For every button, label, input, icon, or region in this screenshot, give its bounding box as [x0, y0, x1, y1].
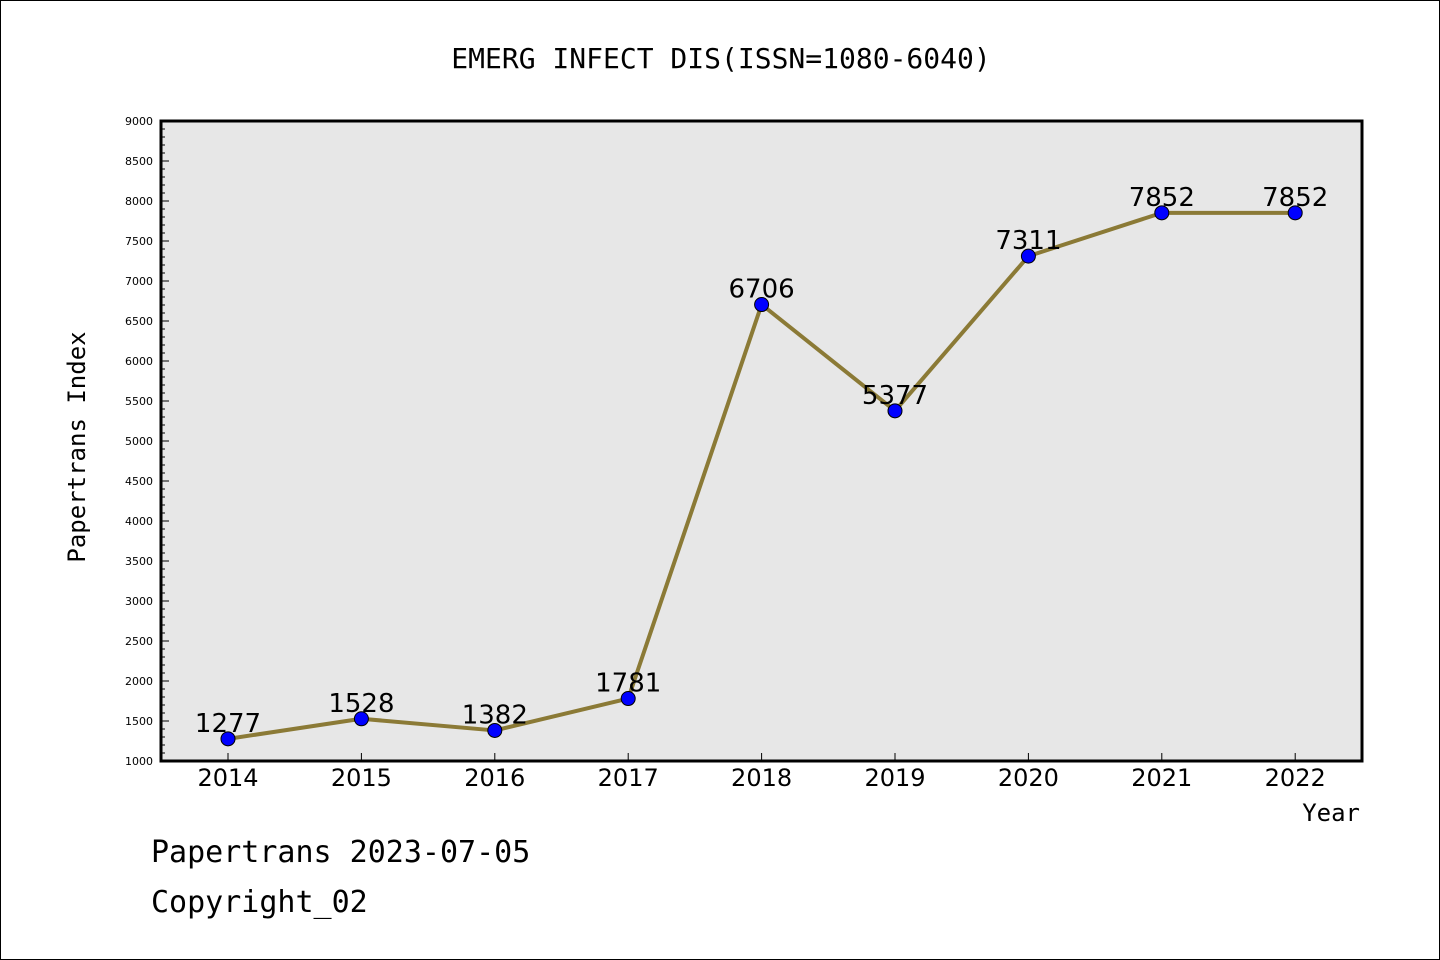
y-axis-ticks: 1000 1500 2000 2500 3000 3500 4000 4500 5000 5500… [125, 115, 169, 768]
data-point-marker [1154, 205, 1170, 221]
y-tick-label: 6500 [125, 315, 153, 328]
data-point-marker [487, 722, 503, 738]
y-tick-label: 6000 [125, 355, 153, 368]
y-tick-label: 8000 [125, 195, 153, 208]
y-axis-label: Papertrans Index [63, 331, 91, 562]
x-tick-label: 2019 [864, 764, 925, 792]
x-tick-label: 2015 [331, 764, 392, 792]
y-tick-label: 7500 [125, 235, 153, 248]
y-tick-label: 8500 [125, 155, 153, 168]
y-tick-label: 4500 [125, 475, 153, 488]
data-point-marker [220, 731, 236, 747]
data-label: 1781 [595, 669, 661, 699]
y-tick-label: 1000 [125, 755, 153, 768]
data-point-marker [620, 691, 636, 707]
data-label: 7311 [995, 226, 1061, 256]
footer-copyright-text: Copyright_02 [151, 885, 368, 920]
y-tick-label: 7000 [125, 275, 153, 288]
data-point-marker [353, 711, 369, 727]
y-tick-label: 5500 [125, 395, 153, 408]
y-tick-label: 4000 [125, 515, 153, 528]
data-label: 6706 [729, 275, 795, 305]
data-label: 1382 [462, 700, 528, 730]
y-tick-label: 3500 [125, 555, 153, 568]
chart-title: EMERG INFECT DIS(ISSN=1080-6040) [451, 42, 990, 75]
y-tick-label: 9000 [125, 115, 153, 128]
x-tick-label: 2018 [731, 764, 792, 792]
x-tick-label: 2022 [1265, 764, 1326, 792]
y-tick-label: 1500 [125, 715, 153, 728]
y-tick-label: 5000 [125, 435, 153, 448]
series-layer [220, 205, 1303, 747]
footer-date-text: Papertrans 2023-07-05 [151, 835, 531, 870]
x-axis-label: Year [1302, 799, 1360, 827]
data-label: 7852 [1262, 183, 1328, 213]
data-label: 7852 [1129, 183, 1195, 213]
data-label: 5377 [862, 381, 928, 411]
data-point-marker [887, 403, 903, 419]
x-axis-ticks: 2014 2015 2016 2017 2018 2019 2020 2021 2022 [197, 753, 1326, 792]
data-point-marker [1287, 205, 1303, 221]
x-tick-label: 2021 [1131, 764, 1192, 792]
data-label: 1528 [328, 689, 394, 719]
data-point-marker [754, 297, 770, 313]
y-tick-label: 2500 [125, 635, 153, 648]
plot-area [159, 119, 1364, 763]
data-label: 1277 [195, 709, 261, 739]
x-tick-label: 2020 [998, 764, 1059, 792]
y-tick-label: 2000 [125, 675, 153, 688]
x-tick-label: 2016 [464, 764, 525, 792]
y-tick-label: 3000 [125, 595, 153, 608]
data-labels: 1277 1528 1382 1781 6706 5377 7311 7852 7852 [195, 183, 1328, 739]
x-tick-label: 2014 [197, 764, 258, 792]
x-tick-label: 2017 [598, 764, 659, 792]
data-point-marker [1020, 248, 1036, 264]
